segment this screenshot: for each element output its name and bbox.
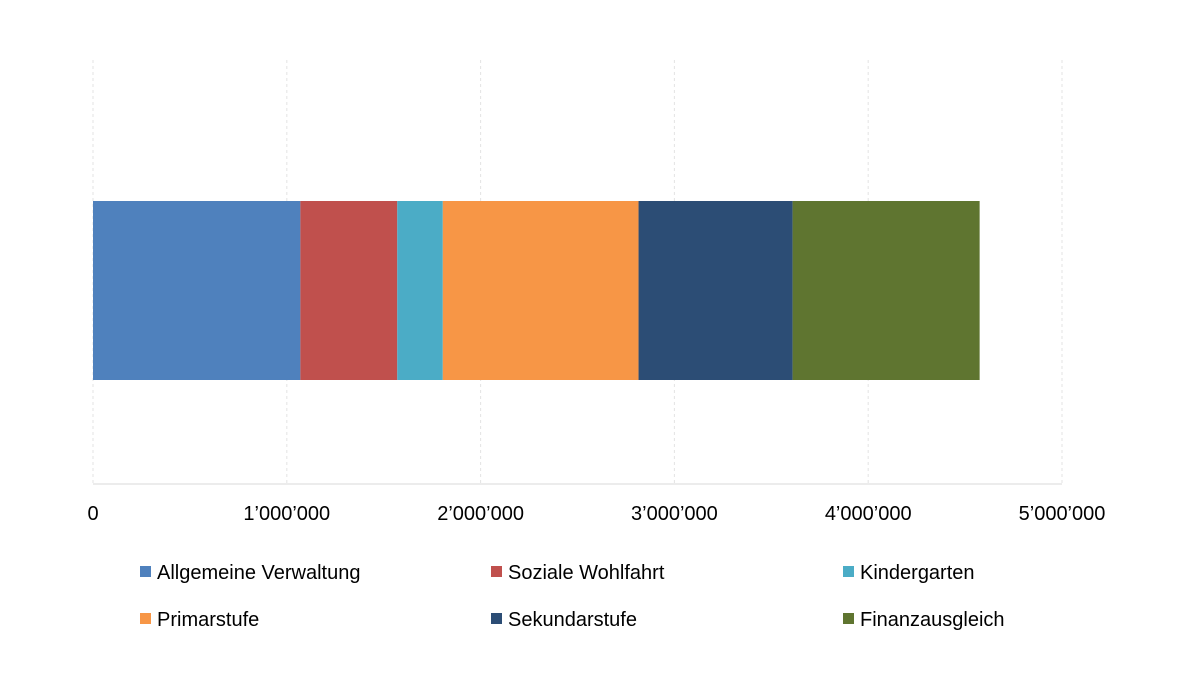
bar-segment [300,201,398,380]
bar-segment [93,201,301,380]
bar-segment [638,201,793,380]
x-tick-label: 5’000’000 [1019,503,1106,525]
bar-segment [792,201,980,380]
x-axis-tick-labels: 0 1’000’000 2’000’000 3’000’000 4’000’000 5’0… [87,503,1105,525]
legend-label: Kindergarten [860,562,975,584]
legend-swatch [491,566,502,577]
x-tick-label: 1’000’000 [243,503,330,525]
legend-swatch [491,613,502,624]
legend-swatch [140,566,151,577]
x-tick-label: 0 [87,503,98,525]
legend-label: Soziale Wohlfahrt [508,562,665,584]
x-tick-label: 4’000’000 [825,503,912,525]
legend: Allgemeine Verwaltung Soziale Wohlfahrt Ki… [140,562,1005,631]
legend-label: Primarstufe [157,609,259,631]
x-tick-label: 2’000’000 [437,503,524,525]
legend-swatch [140,613,151,624]
legend-label: Sekundarstufe [508,609,637,631]
bar-segment [397,201,443,380]
legend-label: Finanzausgleich [860,609,1005,631]
legend-swatch [843,613,854,624]
bar-segments [93,201,980,380]
bar-segment [442,201,639,380]
x-tick-label: 3’000’000 [631,503,718,525]
legend-swatch [843,566,854,577]
legend-label: Allgemeine Verwaltung [157,562,360,584]
